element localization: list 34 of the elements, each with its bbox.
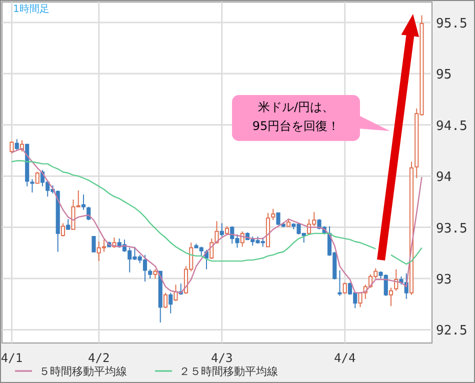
candlestick: [35, 171, 40, 184]
y-tick-label: 93: [436, 272, 452, 288]
candlestick: [276, 212, 280, 226]
candlestick: [342, 282, 347, 294]
candlestick: [81, 194, 86, 210]
y-tick-label: 94.5: [436, 118, 468, 134]
candlestick: [168, 292, 173, 314]
y-tick-label: 95: [436, 68, 452, 83]
legend-label: ５時間移動平均線: [39, 365, 127, 378]
annotation: 米ドル/円は、 95円台を回復！: [251, 99, 341, 135]
x-tick-label: 4/3: [211, 351, 233, 365]
candlestick: [14, 138, 19, 151]
y-tick-label: 94: [436, 170, 452, 186]
candlestick: [174, 284, 178, 302]
x-tick-label: 4/2: [88, 351, 110, 365]
candlestick: [148, 268, 152, 279]
candlestick: [153, 268, 158, 279]
candlestick: [60, 222, 66, 237]
candlestick: [388, 287, 394, 307]
candlestick: [10, 140, 14, 154]
y-tick-label: 95.5: [436, 16, 468, 32]
x-tick-label: 4/1: [0, 351, 23, 365]
candlestick: [92, 236, 96, 252]
candlestick: [338, 270, 342, 296]
candlestick: [220, 222, 224, 237]
legend-label: ２５時間移動平均線: [179, 365, 278, 378]
candlestick: [271, 208, 276, 221]
candlestick: [30, 178, 34, 193]
candlestick: [66, 218, 70, 230]
candlestick: [163, 292, 168, 309]
y-tick-label: 93.5: [436, 221, 468, 236]
x-tick-label: 4/4: [334, 351, 356, 365]
chart-title: 1時間足: [13, 3, 50, 15]
y-tick-label: 92.5: [436, 324, 468, 339]
